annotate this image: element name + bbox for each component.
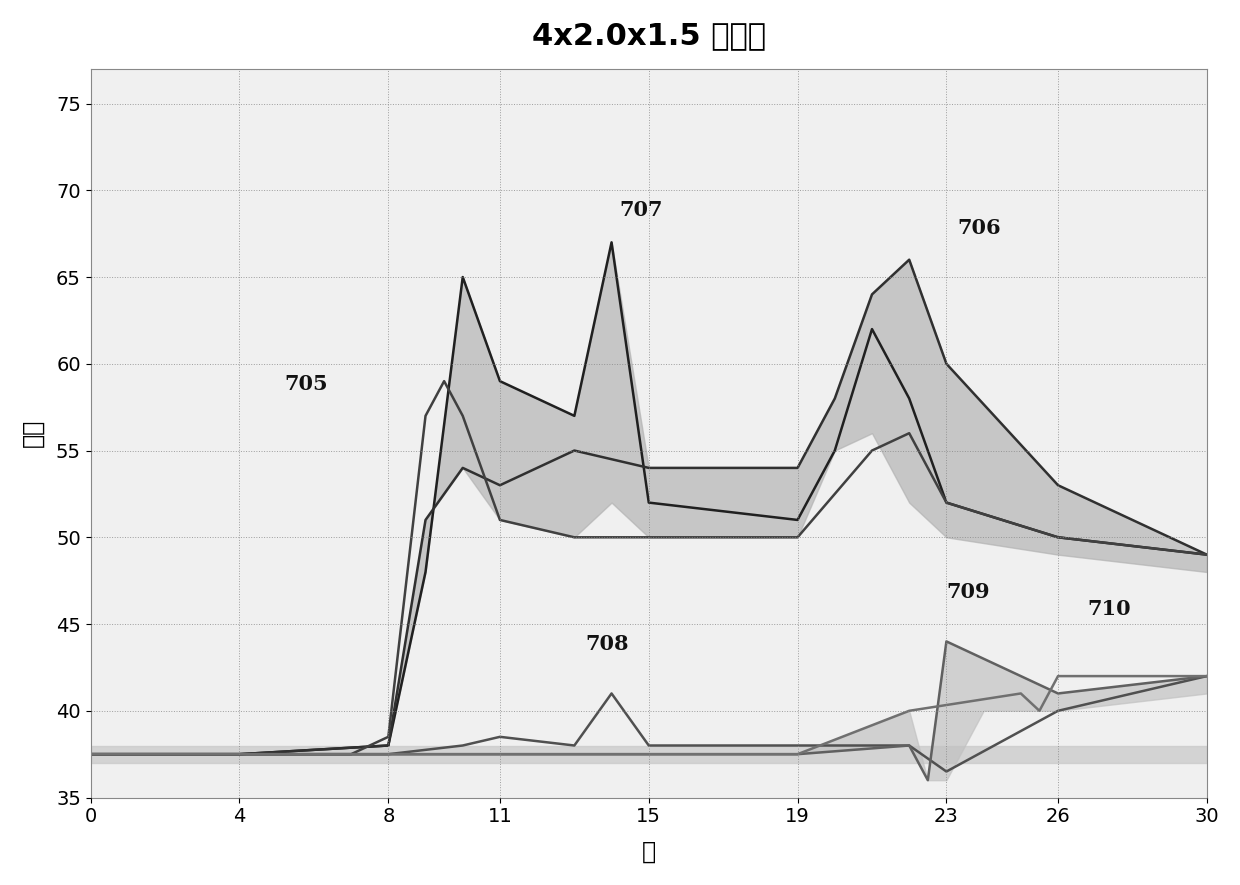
Text: 707: 707 (619, 200, 662, 220)
Y-axis label: 温度: 温度 (21, 419, 45, 447)
Title: 4x2.0x1.5 有支架: 4x2.0x1.5 有支架 (532, 21, 766, 50)
Text: 710: 710 (1087, 599, 1131, 620)
X-axis label: 秒: 秒 (641, 840, 656, 864)
Text: 709: 709 (946, 582, 990, 602)
Text: 706: 706 (957, 218, 1001, 238)
Text: 708: 708 (585, 634, 629, 654)
Text: 705: 705 (284, 373, 327, 394)
